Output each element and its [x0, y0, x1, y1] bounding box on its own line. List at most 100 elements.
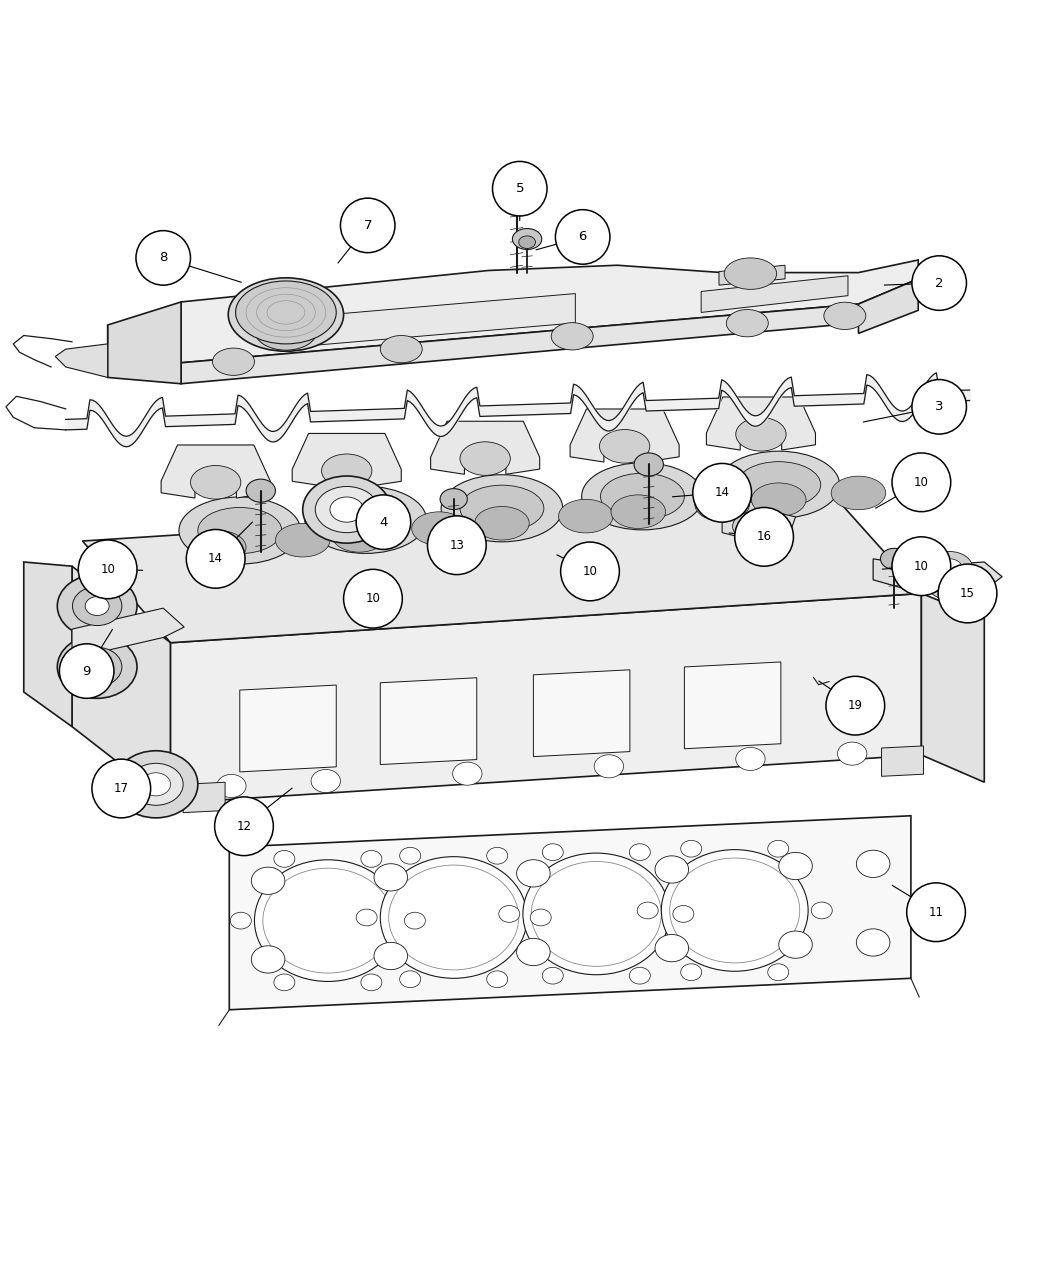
Ellipse shape — [634, 453, 664, 476]
Ellipse shape — [85, 658, 109, 676]
Ellipse shape — [141, 773, 170, 796]
Ellipse shape — [216, 774, 246, 797]
Polygon shape — [108, 302, 181, 384]
Text: 4: 4 — [379, 515, 387, 529]
Circle shape — [693, 463, 752, 523]
Circle shape — [492, 162, 547, 215]
Ellipse shape — [857, 929, 890, 956]
Ellipse shape — [662, 849, 808, 972]
Ellipse shape — [191, 530, 246, 564]
Ellipse shape — [72, 586, 122, 626]
Ellipse shape — [779, 931, 813, 959]
Ellipse shape — [315, 487, 378, 533]
Polygon shape — [685, 662, 781, 748]
Polygon shape — [882, 746, 923, 776]
Polygon shape — [72, 608, 184, 658]
Ellipse shape — [475, 506, 529, 541]
Polygon shape — [56, 325, 108, 377]
Ellipse shape — [512, 228, 542, 250]
Polygon shape — [292, 434, 401, 487]
Polygon shape — [161, 445, 270, 499]
Text: 19: 19 — [847, 699, 863, 713]
Ellipse shape — [832, 476, 886, 510]
Text: 8: 8 — [159, 251, 167, 264]
Ellipse shape — [733, 511, 775, 541]
Ellipse shape — [724, 258, 777, 289]
Ellipse shape — [768, 964, 789, 980]
Ellipse shape — [275, 524, 330, 557]
Ellipse shape — [85, 597, 109, 616]
Ellipse shape — [673, 905, 694, 922]
Ellipse shape — [499, 905, 520, 922]
Ellipse shape — [441, 474, 563, 542]
Circle shape — [892, 453, 950, 511]
Circle shape — [826, 676, 885, 734]
Ellipse shape — [838, 742, 867, 765]
Ellipse shape — [857, 850, 890, 877]
Ellipse shape — [72, 648, 122, 686]
Text: 12: 12 — [236, 820, 251, 833]
Polygon shape — [239, 685, 336, 771]
Polygon shape — [83, 493, 922, 643]
Ellipse shape — [460, 442, 510, 476]
Ellipse shape — [128, 764, 183, 806]
Ellipse shape — [611, 495, 666, 528]
Ellipse shape — [114, 751, 197, 817]
Ellipse shape — [58, 575, 136, 638]
Circle shape — [186, 529, 245, 588]
Text: 5: 5 — [516, 182, 524, 195]
Ellipse shape — [323, 497, 407, 543]
Text: 9: 9 — [83, 664, 91, 677]
Circle shape — [60, 644, 114, 699]
Text: 14: 14 — [715, 486, 730, 500]
Ellipse shape — [542, 844, 563, 861]
Polygon shape — [281, 293, 575, 348]
Ellipse shape — [680, 964, 701, 980]
Ellipse shape — [254, 859, 401, 982]
Ellipse shape — [937, 574, 962, 593]
Ellipse shape — [404, 912, 425, 929]
Ellipse shape — [487, 970, 508, 988]
Ellipse shape — [736, 747, 765, 770]
Ellipse shape — [582, 463, 704, 530]
Polygon shape — [719, 265, 785, 286]
Ellipse shape — [718, 451, 840, 518]
Ellipse shape — [519, 236, 536, 249]
Ellipse shape — [655, 935, 689, 961]
Ellipse shape — [190, 465, 240, 499]
Polygon shape — [874, 558, 1002, 593]
Ellipse shape — [737, 462, 821, 507]
Ellipse shape — [311, 770, 340, 793]
Ellipse shape — [453, 762, 482, 785]
Ellipse shape — [559, 500, 613, 533]
Polygon shape — [859, 279, 919, 333]
Circle shape — [912, 256, 966, 310]
Ellipse shape — [551, 323, 593, 349]
Polygon shape — [570, 409, 679, 462]
Ellipse shape — [812, 903, 833, 919]
Polygon shape — [922, 593, 984, 782]
Polygon shape — [183, 783, 225, 812]
Circle shape — [79, 541, 136, 599]
Ellipse shape — [380, 335, 422, 363]
Circle shape — [735, 507, 794, 566]
Ellipse shape — [262, 868, 393, 973]
Ellipse shape — [542, 968, 563, 984]
Ellipse shape — [274, 850, 295, 867]
Ellipse shape — [254, 310, 317, 351]
Polygon shape — [170, 593, 922, 803]
Ellipse shape — [374, 863, 407, 891]
Text: 10: 10 — [914, 476, 929, 488]
Polygon shape — [72, 566, 170, 803]
Ellipse shape — [332, 519, 386, 552]
Ellipse shape — [594, 755, 624, 778]
Ellipse shape — [58, 635, 136, 699]
Ellipse shape — [440, 488, 467, 510]
Ellipse shape — [752, 483, 806, 516]
Ellipse shape — [361, 850, 382, 867]
Text: 7: 7 — [363, 219, 372, 232]
Text: 3: 3 — [934, 400, 944, 413]
Ellipse shape — [230, 912, 251, 929]
Ellipse shape — [380, 857, 527, 978]
Ellipse shape — [235, 280, 336, 344]
